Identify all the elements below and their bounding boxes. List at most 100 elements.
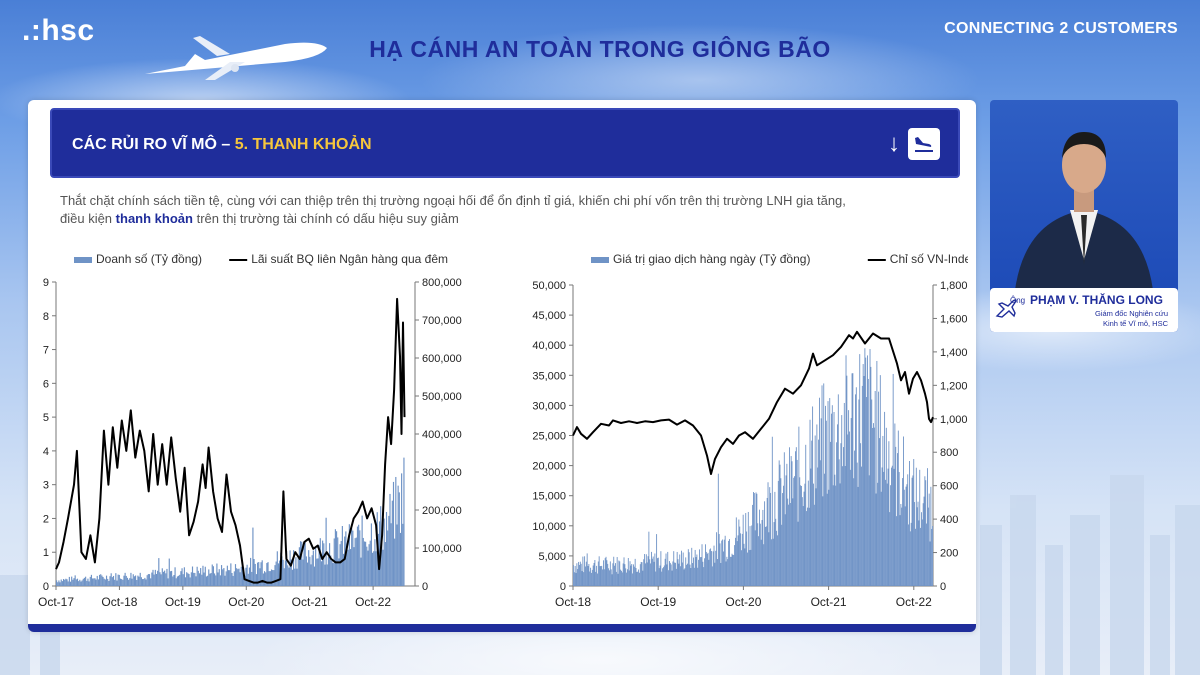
bar-mark bbox=[284, 560, 287, 586]
bar-mark bbox=[865, 357, 867, 586]
legend-label-line: Chỉ số VN-Index bbox=[890, 252, 968, 266]
bar-mark bbox=[722, 539, 724, 586]
bar-mark bbox=[356, 526, 359, 586]
bar-mark bbox=[198, 573, 201, 586]
slide-description: Thắt chặt chính sách tiền tệ, cùng với c… bbox=[60, 192, 940, 228]
bar-mark bbox=[369, 540, 371, 586]
bar-mark bbox=[194, 572, 196, 586]
bar-mark bbox=[573, 565, 574, 586]
bar-mark bbox=[705, 544, 706, 586]
bar-mark bbox=[600, 566, 602, 586]
bar-mark bbox=[743, 543, 745, 586]
bar-mark bbox=[335, 531, 338, 586]
bar-mark bbox=[790, 456, 792, 586]
bar-mark bbox=[717, 473, 719, 586]
bar-mark bbox=[715, 550, 717, 586]
bar-mark bbox=[804, 483, 806, 586]
bar-mark bbox=[273, 570, 275, 586]
bar-mark bbox=[816, 424, 818, 586]
bar-mark bbox=[697, 567, 699, 586]
bar-mark bbox=[358, 524, 360, 586]
bar-mark bbox=[322, 540, 324, 586]
bar-mark bbox=[126, 577, 129, 586]
bar-mark bbox=[138, 576, 140, 586]
bar-mark bbox=[805, 444, 807, 586]
bar-mark bbox=[657, 558, 658, 586]
bar-mark bbox=[146, 575, 148, 586]
x-tick-label: Oct-20 bbox=[228, 595, 264, 609]
bar-mark bbox=[643, 559, 645, 586]
bar-mark bbox=[137, 575, 139, 586]
bar-series bbox=[56, 457, 405, 586]
bar-mark bbox=[203, 572, 205, 586]
bar-mark bbox=[640, 562, 642, 586]
bar-mark bbox=[912, 475, 914, 586]
bar-mark bbox=[209, 573, 211, 586]
bar-mark bbox=[725, 561, 727, 586]
bar-mark bbox=[841, 415, 843, 586]
bar-mark bbox=[843, 447, 844, 586]
bar-mark bbox=[792, 498, 794, 586]
bar-mark bbox=[678, 563, 680, 586]
bar-mark bbox=[119, 578, 122, 586]
bar-mark bbox=[890, 485, 892, 586]
bar-mark bbox=[317, 558, 319, 586]
bar-mark bbox=[363, 541, 366, 586]
bar-mark bbox=[125, 575, 127, 586]
bar-mark bbox=[83, 577, 86, 586]
bar-mark bbox=[830, 441, 832, 586]
bar-mark bbox=[109, 576, 111, 586]
bar-mark bbox=[720, 562, 722, 586]
bar-mark bbox=[603, 569, 605, 586]
bar-mark bbox=[711, 551, 712, 586]
bar-mark bbox=[68, 576, 70, 586]
city-skyline bbox=[0, 475, 1200, 675]
slide-bottom-bar bbox=[28, 624, 976, 632]
bar-mark bbox=[346, 546, 348, 586]
bar-mark bbox=[916, 507, 918, 586]
bar-mark bbox=[611, 574, 613, 586]
bar-mark bbox=[811, 440, 813, 586]
bar-mark bbox=[210, 572, 212, 586]
bar-mark bbox=[911, 477, 913, 586]
bar-mark bbox=[593, 562, 595, 586]
bar-mark bbox=[814, 435, 816, 586]
y-left-tick-label: 9 bbox=[43, 277, 49, 289]
bar-mark bbox=[326, 564, 328, 586]
bar-mark bbox=[86, 580, 88, 586]
bar-mark bbox=[650, 563, 652, 586]
bar-mark bbox=[677, 559, 679, 586]
bar-mark bbox=[578, 561, 580, 586]
bar-mark bbox=[115, 573, 117, 586]
bar-mark bbox=[733, 554, 735, 586]
bar-mark bbox=[867, 378, 869, 586]
x-tick-label: Oct-22 bbox=[355, 595, 391, 609]
bar-mark bbox=[682, 552, 684, 586]
bar-mark bbox=[305, 556, 307, 586]
bar-mark bbox=[706, 553, 708, 586]
bar-mark bbox=[394, 538, 396, 586]
bar-mark bbox=[286, 550, 288, 586]
bar-mark bbox=[823, 383, 825, 586]
bar-mark bbox=[876, 360, 878, 586]
bar-mark bbox=[903, 489, 905, 586]
bar-mark bbox=[901, 507, 903, 586]
bar-mark bbox=[888, 441, 890, 586]
bar-mark bbox=[177, 575, 180, 586]
bar-mark bbox=[917, 501, 919, 586]
bar-mark bbox=[655, 571, 657, 586]
y-right-tick-label: 800,000 bbox=[422, 277, 462, 289]
bar-mark bbox=[147, 574, 149, 586]
bar-mark bbox=[907, 474, 909, 586]
bar-mark bbox=[241, 566, 244, 586]
bar-mark bbox=[110, 573, 112, 586]
bar-mark bbox=[306, 562, 309, 586]
bar-mark bbox=[850, 418, 852, 586]
bar-mark bbox=[104, 579, 106, 586]
bar-mark bbox=[644, 554, 646, 586]
y-right-tick-label: 1,800 bbox=[940, 280, 968, 292]
bar-mark bbox=[155, 573, 158, 586]
bar-mark bbox=[263, 571, 266, 586]
bar-mark bbox=[699, 557, 701, 586]
bar-mark bbox=[629, 561, 631, 586]
